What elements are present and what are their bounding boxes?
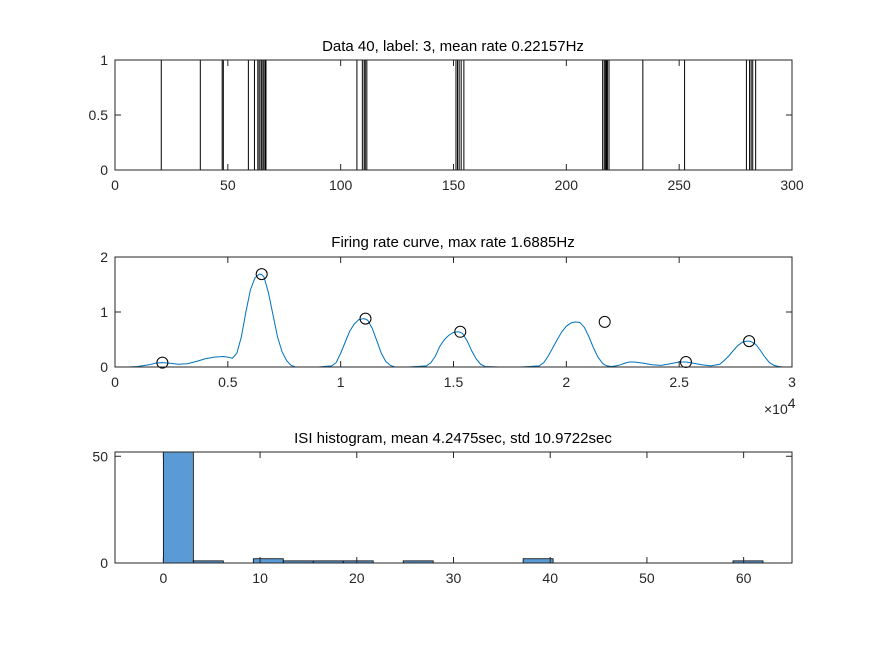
rate-x-exponent: ×104	[764, 395, 796, 417]
x-tick-label: 1.5	[444, 374, 464, 390]
y-tick-label: 0	[100, 555, 108, 571]
x-tick-label: 10	[252, 570, 268, 586]
rate-curve	[115, 268, 792, 369]
x-tick-label: 100	[329, 177, 353, 193]
x-tick-label: 2.5	[669, 374, 689, 390]
x-tick-label: 0.5	[218, 374, 238, 390]
raster-title: Data 40, label: 3, mean rate 0.22157Hz	[322, 38, 584, 55]
x-tick-label: 40	[542, 570, 558, 586]
isi-ticks: 0 10 20 30 40 50 60 0 50	[92, 448, 792, 586]
rate-axes: Firing rate curve, max rate 1.6885Hz 0 0.…	[100, 234, 796, 417]
peak-marker	[679, 356, 692, 369]
x-tick-label: 300	[780, 177, 804, 193]
y-tick-label: 1	[100, 304, 108, 320]
x-tick-label: 60	[736, 570, 752, 586]
peak-marker	[359, 312, 372, 325]
peak-marker	[454, 325, 467, 338]
peak-marker	[598, 315, 611, 328]
rate-series-line	[115, 273, 792, 368]
x-tick-label: 2	[562, 374, 570, 390]
x-tick-label: 200	[555, 177, 579, 193]
x-tick-label: 0	[111, 374, 119, 390]
x-tick-label: 250	[667, 177, 691, 193]
x-tick-label: 0	[111, 177, 119, 193]
isi-title: ISI histogram, mean 4.2475sec, std 10.97…	[294, 430, 612, 447]
rate-x-exponent-power: 4	[788, 395, 796, 411]
x-tick-label: 50	[639, 570, 655, 586]
y-tick-label: 2	[100, 249, 108, 265]
x-tick-label: 1	[337, 374, 345, 390]
peak-marker	[255, 268, 268, 281]
rate-x-exponent-base: ×10	[764, 401, 788, 417]
y-tick-label: 1	[100, 52, 108, 68]
rate-ticks: 0 0.5 1 1.5 2 2.5 3 0 1 2	[100, 249, 796, 390]
peak-marker	[156, 356, 169, 369]
raster-axes: Data 40, label: 3, mean rate 0.22157Hz 0…	[89, 38, 804, 193]
isi-bar	[522, 558, 554, 564]
x-tick-label: 20	[349, 570, 365, 586]
peak-marker	[743, 335, 756, 348]
x-tick-label: 3	[788, 374, 796, 390]
y-tick-label: 50	[92, 448, 108, 464]
y-tick-label: 0	[100, 162, 108, 178]
isi-bar	[252, 558, 284, 564]
x-tick-label: 30	[446, 570, 462, 586]
isi-axes: ISI histogram, mean 4.2475sec, std 10.97…	[92, 430, 793, 586]
isi-bar	[162, 451, 194, 564]
x-tick-label: 50	[220, 177, 236, 193]
x-tick-label: 0	[159, 570, 167, 586]
y-tick-label: 0.5	[89, 107, 109, 123]
raster-spikes	[160, 60, 757, 170]
x-tick-label: 150	[442, 177, 466, 193]
rate-title: Firing rate curve, max rate 1.6885Hz	[331, 234, 574, 251]
raster-ticks: 0 50 100 150 200 250 300 0 0.5 1	[89, 52, 804, 193]
y-tick-label: 0	[100, 359, 108, 375]
